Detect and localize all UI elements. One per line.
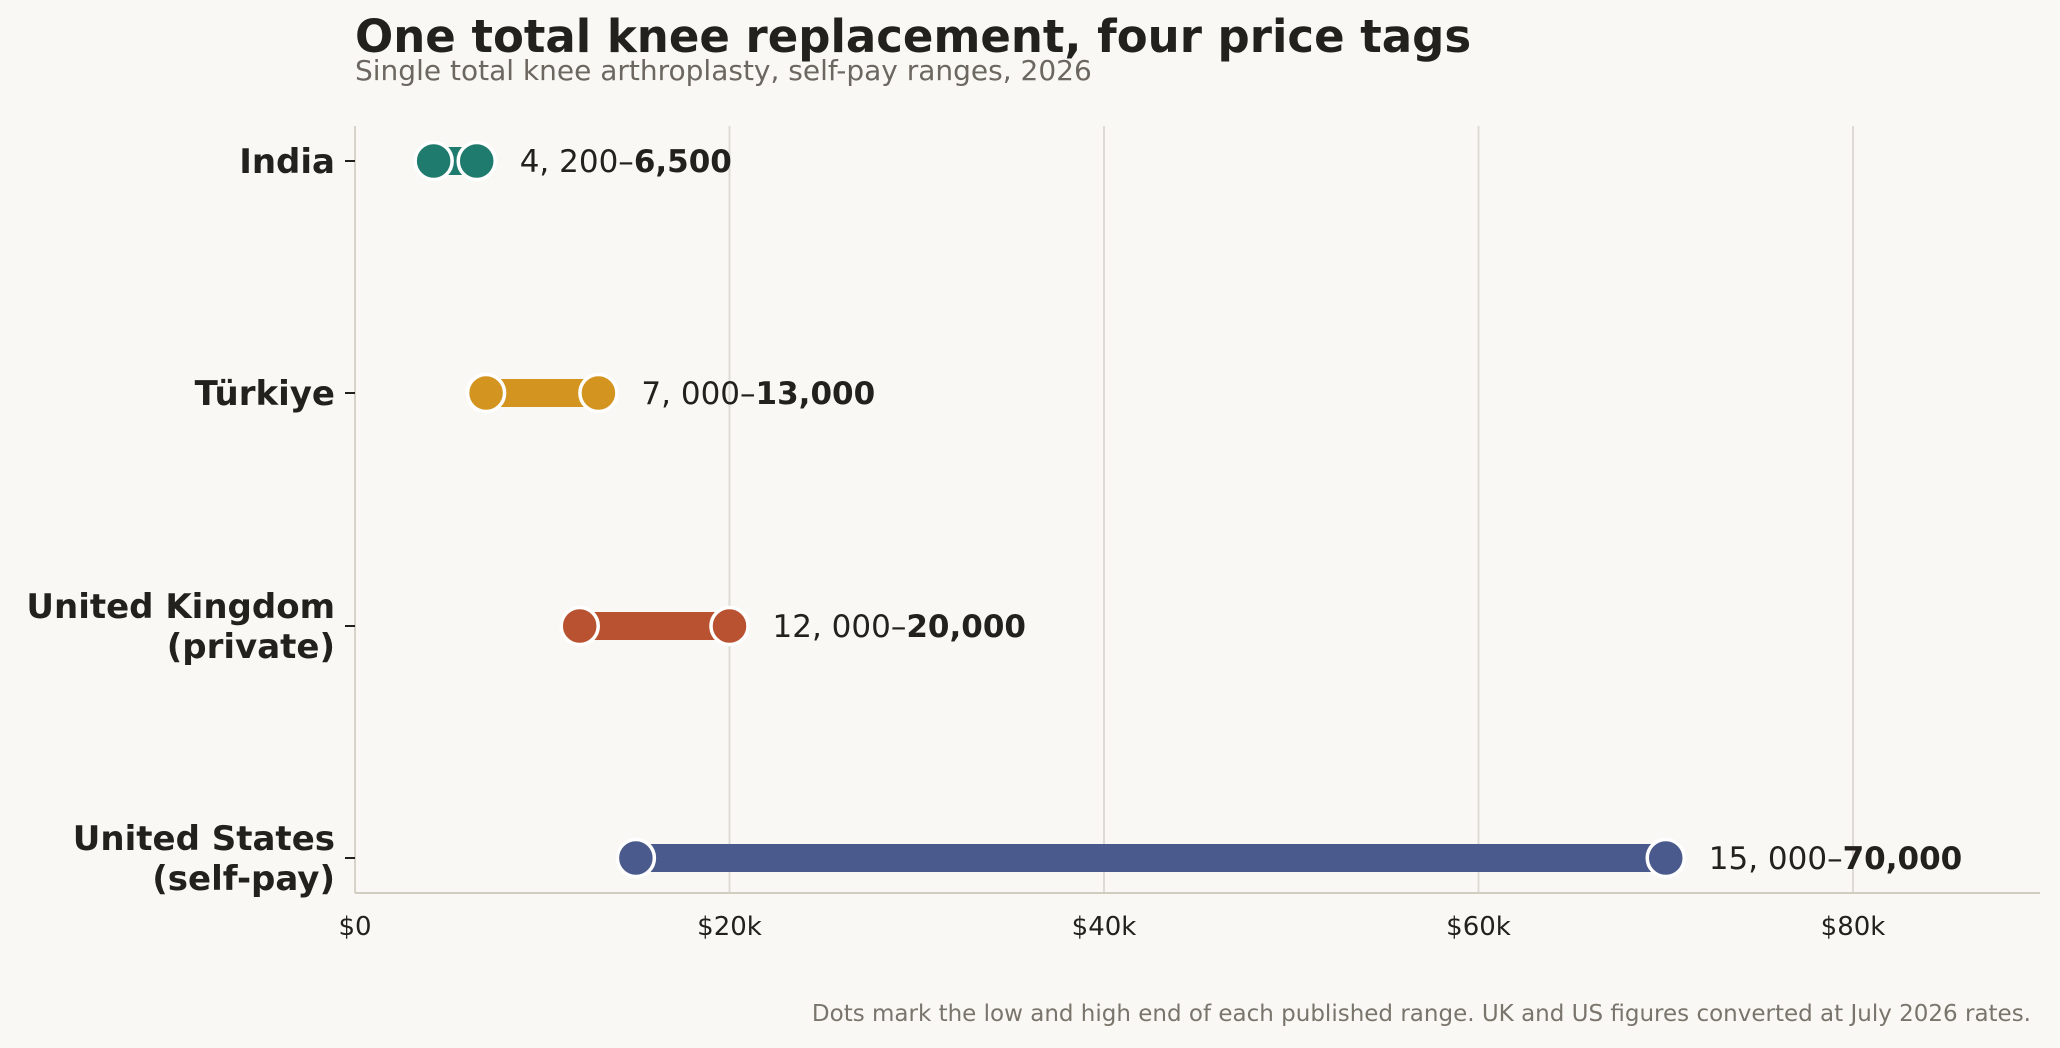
range-value-label: 15, 000–70,000 xyxy=(1709,841,1962,877)
range-high-text: 70,000 xyxy=(1843,841,1963,877)
category-label: United Kingdom xyxy=(26,587,335,627)
marks-layer xyxy=(413,140,1686,879)
range-low-text: 4, 200– xyxy=(520,144,634,180)
high-dot xyxy=(578,372,619,414)
category-label: United States xyxy=(73,819,335,859)
low-dot xyxy=(559,605,600,647)
range-low-text: 12, 000– xyxy=(773,609,907,645)
range-high-text: 20,000 xyxy=(906,609,1026,645)
low-dot xyxy=(465,372,507,414)
range-low-text: 7, 000– xyxy=(641,376,755,412)
range-high-text: 13,000 xyxy=(756,376,876,412)
high-dot xyxy=(1645,837,1686,879)
low-dot xyxy=(413,140,454,182)
range-high-text: 6,500 xyxy=(634,144,732,180)
high-dot xyxy=(456,140,497,182)
x-tick-label: $60k xyxy=(1446,912,1511,942)
range-low-text: 15, 000– xyxy=(1709,841,1843,877)
category-label: India xyxy=(239,142,335,182)
range-value-label: 4, 200–6,500 xyxy=(520,144,732,180)
grid-layer xyxy=(728,126,1854,893)
category-label: (private) xyxy=(167,627,335,667)
low-dot xyxy=(615,837,657,879)
x-tick-label: $80k xyxy=(1821,912,1886,942)
chart-subtitle: Single total knee arthroplasty, self-pay… xyxy=(355,54,1092,87)
chart-footnote: Dots mark the low and high end of each p… xyxy=(811,1001,2031,1027)
high-dot xyxy=(709,605,750,647)
x-tick-label: $0 xyxy=(338,912,371,942)
labels-layer: India 4, 200–6,500 Türkiye 7, 000–13,000 Uni… xyxy=(26,142,1962,899)
category-label: (self-pay) xyxy=(152,859,335,899)
chart-title: One total knee replacement, four price t… xyxy=(355,10,1472,63)
range-value-label: 12, 000–20,000 xyxy=(773,609,1026,645)
dumbbell-chart: $0 $20k $40k $60k $80k India 4, 200–6,500 Türk… xyxy=(26,126,2040,942)
x-tick-label: $40k xyxy=(1072,912,1137,942)
axis-layer: $0 $20k $40k $60k $80k xyxy=(338,126,2040,942)
x-tick-label: $20k xyxy=(697,912,762,942)
category-label: Türkiye xyxy=(195,374,335,414)
range-value-label: 7, 000–13,000 xyxy=(641,376,875,412)
